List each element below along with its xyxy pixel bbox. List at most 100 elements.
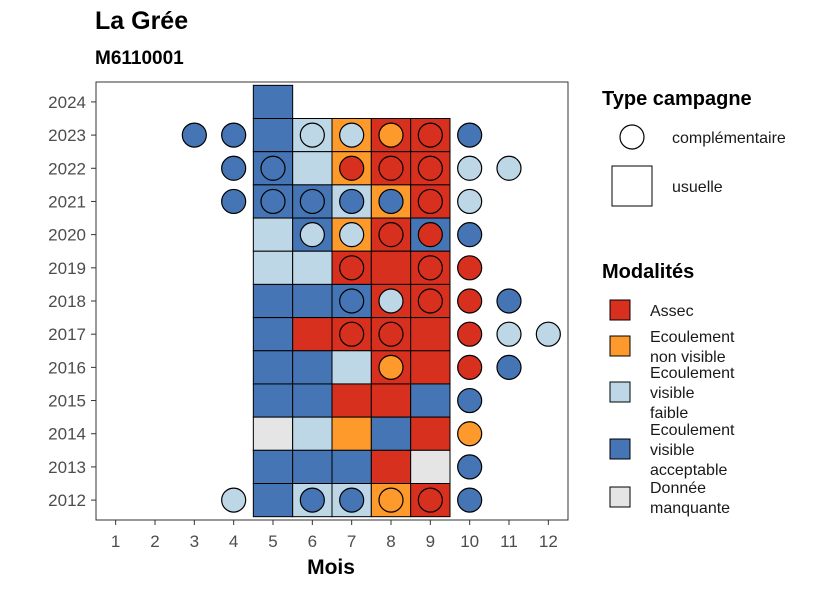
y-tick-label: 2017 <box>48 325 86 344</box>
legend-label-line: Donnée <box>650 480 706 497</box>
tile-2015-m7 <box>331 383 372 418</box>
point-2020-m6 <box>299 222 325 248</box>
legend: Type campagne complémentaire usuelle Modali… <box>602 88 786 517</box>
x-tick-label: 11 <box>500 532 518 551</box>
point-2023-m6 <box>299 122 325 148</box>
tile-2016-m7 <box>331 350 372 385</box>
legend-key-A <box>609 299 631 321</box>
point-2021-m7 <box>339 188 365 215</box>
tile-2019-m5 <box>252 250 294 285</box>
tile-2024-m5 <box>252 84 294 120</box>
point-2022-m8 <box>378 155 404 181</box>
tile-2019-m6 <box>292 250 333 285</box>
legend-key-N <box>609 335 631 357</box>
point-2018-m7 <box>339 288 365 314</box>
x-tick-label: 4 <box>229 532 238 551</box>
point-2022-m9 <box>417 155 443 181</box>
x-tick-label: 2 <box>150 532 159 551</box>
complementaire-points <box>181 122 561 513</box>
point-2012-m4 <box>221 487 247 513</box>
chart-subtitle: M6110001 <box>95 48 184 69</box>
point-2019-m9 <box>417 255 443 281</box>
legend-label-line: manquante <box>650 500 730 517</box>
x-tick-label: 9 <box>426 532 435 551</box>
legend-square-key <box>611 165 653 207</box>
tile-2017-m9 <box>410 317 451 352</box>
x-tick-label: 3 <box>190 532 199 551</box>
y-tick-label: 2021 <box>48 192 86 211</box>
legend-label-line: Assec <box>650 303 694 320</box>
legend-fill-label: Donnée manquante <box>650 480 730 517</box>
y-tick-label: 2016 <box>48 358 86 377</box>
legend-label-line: Ecoulement <box>650 329 735 346</box>
tile-2013-m5 <box>252 449 294 484</box>
point-2013-m10 <box>457 454 483 480</box>
tile-2016-m9 <box>410 350 451 385</box>
point-2012-m7 <box>339 487 365 513</box>
point-2019-m7 <box>339 255 365 281</box>
x-tick-label: 10 <box>460 532 479 551</box>
chart-title: La Grée <box>95 7 188 35</box>
point-2021-m8 <box>378 188 404 215</box>
point-2017-m10 <box>457 321 483 347</box>
point-2021-m10 <box>457 188 483 215</box>
point-2021-m5 <box>260 188 286 215</box>
point-2023-m7 <box>339 122 365 148</box>
x-tick-label: 5 <box>268 532 277 551</box>
tile-2016-m6 <box>292 350 333 385</box>
x-tick-label: 6 <box>308 532 317 551</box>
legend-label-line: Ecoulement <box>650 365 735 382</box>
tile-2013-m7 <box>331 449 372 484</box>
tile-2013-m9 <box>410 449 451 484</box>
point-2014-m10 <box>457 421 483 447</box>
point-2020-m10 <box>457 222 483 248</box>
point-2018-m8 <box>378 288 404 314</box>
tile-2013-m8 <box>370 449 412 484</box>
legend-key-F <box>609 381 631 403</box>
point-2021-m4 <box>221 188 247 215</box>
tile-2016-m5 <box>252 350 294 385</box>
point-2012-m6 <box>299 487 325 513</box>
legend-fill-title: Modalités <box>602 261 694 283</box>
legend-fill-label: Assec <box>650 303 694 320</box>
point-2017-m7 <box>339 321 365 347</box>
point-2023-m10 <box>457 122 483 148</box>
point-2018-m10 <box>457 288 483 314</box>
point-2022-m5 <box>260 155 286 181</box>
point-2017-m8 <box>378 321 404 347</box>
point-2020-m8 <box>378 222 404 248</box>
point-2017-m12 <box>535 321 561 347</box>
y-tick-label: 2012 <box>48 491 86 510</box>
point-2012-m10 <box>457 487 483 513</box>
legend-label-line: visible <box>650 385 695 402</box>
x-tick-label: 12 <box>539 532 558 551</box>
tile-2017-m6 <box>292 317 333 352</box>
point-2018-m9 <box>417 288 443 314</box>
tile-2018-m6 <box>292 283 333 319</box>
legend-label-line: Ecoulement <box>650 422 735 439</box>
tile-2014-m6 <box>292 416 333 451</box>
tile-2018-m5 <box>252 283 294 319</box>
legend-shape-label: complémentaire <box>672 130 786 147</box>
tile-2017-m5 <box>252 317 294 352</box>
point-2023-m3 <box>181 122 207 148</box>
legend-label-line: visible <box>650 442 695 459</box>
point-2019-m10 <box>457 255 483 281</box>
tile-2019-m8 <box>370 250 412 285</box>
legend-fill-label: Ecoulement non visible <box>650 329 735 366</box>
point-2023-m4 <box>221 122 247 148</box>
y-tick-label: 2015 <box>48 392 86 411</box>
tile-2012-m5 <box>252 483 294 518</box>
tile-2020-m5 <box>252 217 294 252</box>
tile-2015-m5 <box>252 383 294 418</box>
tile-2014-m9 <box>410 416 451 451</box>
tile-2014-m8 <box>370 416 412 451</box>
point-2012-m8 <box>378 487 404 513</box>
point-2017-m11 <box>496 321 522 347</box>
point-2016-m11 <box>496 354 522 380</box>
point-2023-m8 <box>378 122 404 148</box>
y-tick-label: 2020 <box>48 226 86 245</box>
legend-shape-label: usuelle <box>672 179 723 196</box>
x-tick-label: 7 <box>347 532 356 551</box>
